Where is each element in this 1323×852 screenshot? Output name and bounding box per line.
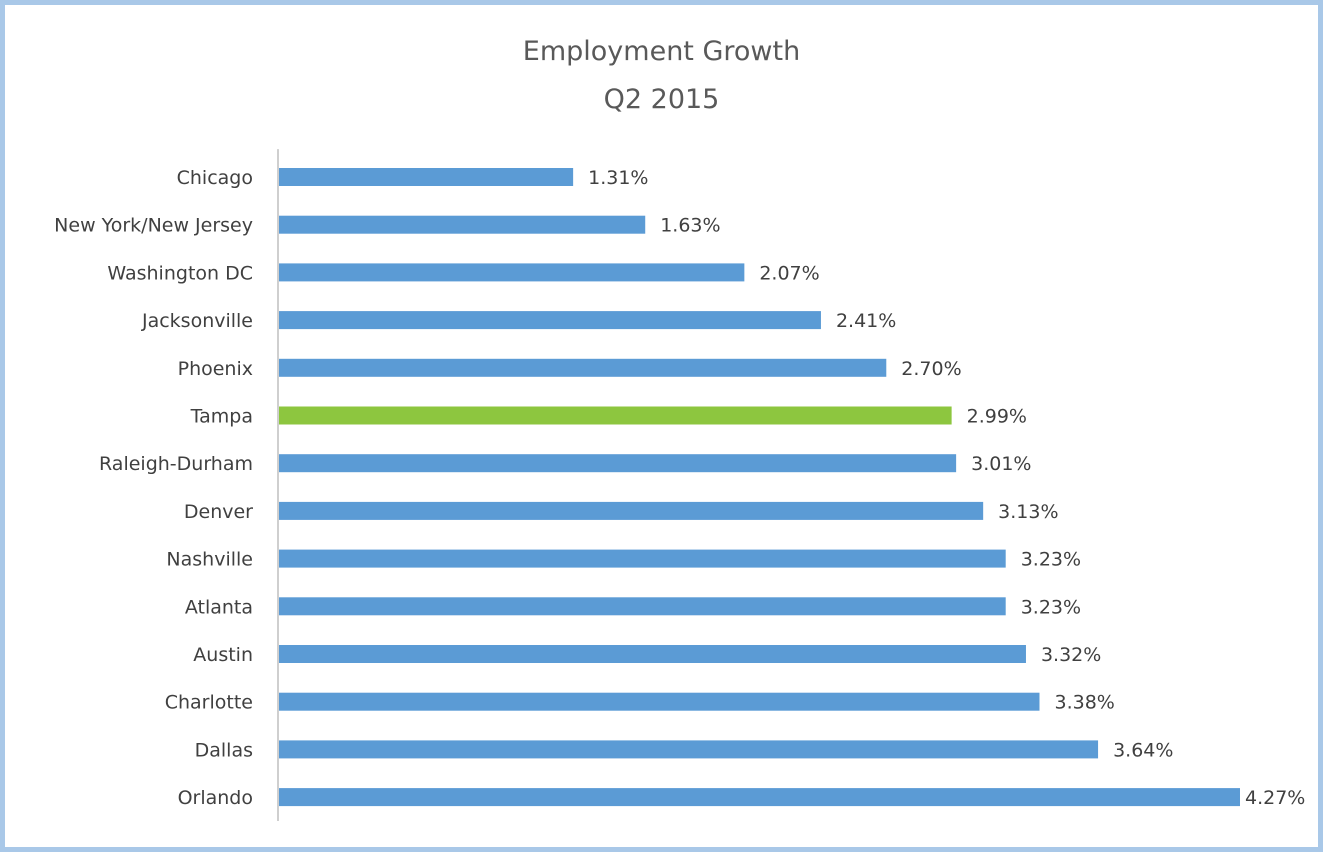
bar-orlando [279, 788, 1240, 807]
chart-subtitle: Q2 2015 [603, 84, 720, 115]
value-label-denver: 3.13% [998, 501, 1058, 523]
category-label-tampa: Tampa [190, 406, 253, 428]
value-label-dallas: 3.64% [1113, 739, 1173, 761]
category-label-chicago: Chicago [177, 167, 253, 189]
category-label-atlanta: Atlanta [185, 596, 253, 618]
bar-denver [279, 501, 984, 520]
bar-austin [279, 645, 1026, 663]
value-label-austin: 3.32% [1041, 644, 1101, 666]
category-label-nashville: Nashville [166, 549, 253, 571]
bar-washington-dc [279, 263, 745, 282]
bar-chicago [279, 168, 574, 186]
category-label-washington-dc: Washington DC [107, 262, 253, 284]
value-label-washington-dc: 2.07% [759, 262, 819, 284]
value-label-charlotte: 3.38% [1054, 692, 1114, 714]
chart-title: Employment Growth [522, 36, 801, 67]
bar-atlanta [279, 597, 1006, 616]
value-label-chicago: 1.31% [588, 167, 648, 189]
bar-tampa [279, 406, 952, 425]
category-label-jacksonville: Jacksonville [141, 310, 253, 332]
category-label-orlando: Orlando [178, 787, 253, 809]
value-label-jacksonville: 2.41% [836, 310, 896, 332]
bar-charlotte [279, 692, 1040, 711]
bar-raleigh-durham [279, 454, 957, 473]
category-label-denver: Denver [184, 501, 253, 523]
value-label-new-york-new-jersey: 1.63% [660, 215, 720, 237]
bar-jacksonville [279, 311, 821, 330]
value-label-atlanta: 3.23% [1021, 596, 1081, 618]
bar-nashville [279, 549, 1006, 568]
value-label-raleigh-durham: 3.01% [971, 453, 1031, 475]
category-label-raleigh-durham: Raleigh-Durham [99, 453, 253, 475]
category-label-phoenix: Phoenix [178, 358, 253, 380]
category-label-new-york-new-jersey: New York/New Jersey [54, 215, 253, 237]
value-label-nashville: 3.23% [1021, 549, 1081, 571]
category-label-charlotte: Charlotte [165, 692, 253, 714]
bar-phoenix [279, 358, 887, 377]
value-label-phoenix: 2.70% [901, 358, 961, 380]
category-label-austin: Austin [193, 644, 253, 666]
bar-new-york-new-jersey [279, 215, 646, 234]
bar-dallas [279, 740, 1099, 759]
value-label-tampa: 2.99% [967, 406, 1027, 428]
value-label-orlando: 4.27% [1245, 787, 1305, 809]
category-label-dallas: Dallas [195, 739, 253, 761]
